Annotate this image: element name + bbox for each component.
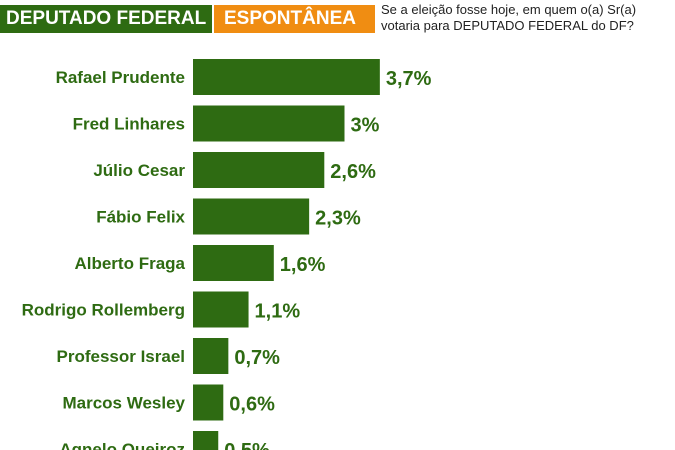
value-label-6: 0,7%: [234, 347, 280, 369]
value-label-1: 3%: [351, 115, 380, 137]
value-label-8: 0,5%: [224, 440, 270, 450]
category-label-3: Fábio Felix: [96, 208, 185, 227]
category-label-8: Agnelo Queiroz: [59, 440, 185, 450]
category-label-0: Rafael Prudente: [56, 68, 185, 87]
category-label-1: Fred Linhares: [73, 115, 185, 134]
bar-5: [193, 291, 249, 328]
bar-0: [193, 59, 380, 95]
value-label-0: 3,7%: [386, 68, 432, 90]
bar-8: [193, 431, 219, 450]
category-label-4: Alberto Fraga: [74, 254, 185, 273]
header-bar: DEPUTADO FEDERAL ESPONTÂNEA: [0, 5, 375, 33]
value-label-7: 0,6%: [229, 394, 275, 416]
value-label-4: 1,6%: [280, 254, 326, 276]
bar-7: [193, 384, 224, 421]
category-label-2: Júlio Cesar: [93, 161, 185, 180]
survey-type-tag: ESPONTÂNEA: [214, 5, 375, 33]
bar-4: [193, 245, 274, 281]
bar-3: [193, 198, 310, 235]
value-label-3: 2,3%: [315, 208, 361, 230]
category-label-7: Marcos Wesley: [62, 394, 185, 413]
category-tag: DEPUTADO FEDERAL: [0, 5, 212, 33]
bar-2: [193, 152, 325, 188]
category-label-5: Rodrigo Rollemberg: [22, 301, 185, 320]
value-label-2: 2,6%: [330, 161, 376, 183]
survey-question: Se a eleição fosse hoje, em quem o(a) Sr…: [381, 2, 637, 33]
value-label-5: 1,1%: [255, 301, 301, 323]
bar-1: [193, 105, 345, 142]
category-label-6: Professor Israel: [56, 347, 185, 366]
bar-6: [193, 338, 229, 374]
